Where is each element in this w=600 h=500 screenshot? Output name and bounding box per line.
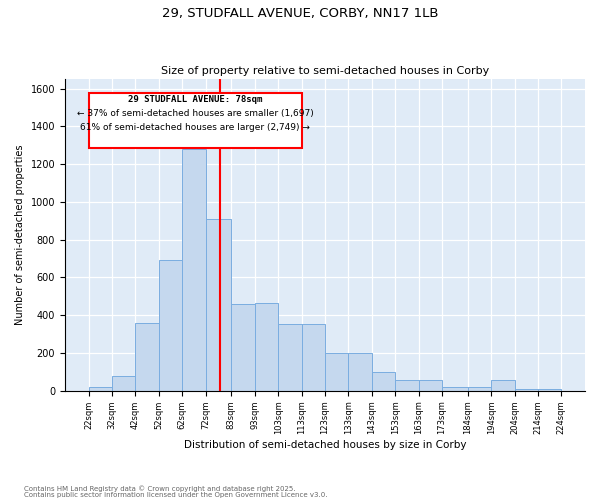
Bar [232,304,255,391]
Bar [372,372,395,391]
Bar [159,260,182,391]
Y-axis label: Number of semi-detached properties: Number of semi-detached properties [15,144,25,325]
Bar [325,353,349,391]
Text: ← 37% of semi-detached houses are smaller (1,697): ← 37% of semi-detached houses are smalle… [77,109,313,118]
Text: 61% of semi-detached houses are larger (2,749) →: 61% of semi-detached houses are larger (… [80,124,310,132]
Bar [538,389,562,391]
FancyBboxPatch shape [89,93,302,148]
Bar [515,389,538,391]
Text: 29, STUDFALL AVENUE, CORBY, NN17 1LB: 29, STUDFALL AVENUE, CORBY, NN17 1LB [162,8,438,20]
X-axis label: Distribution of semi-detached houses by size in Corby: Distribution of semi-detached houses by … [184,440,466,450]
Bar [255,303,278,391]
Bar [419,380,442,391]
Bar [302,324,325,391]
Bar [136,323,159,391]
Bar [89,387,112,391]
Bar [182,149,206,391]
Bar [442,387,468,391]
Bar [206,219,232,391]
Bar [491,380,515,391]
Bar [112,376,136,391]
Title: Size of property relative to semi-detached houses in Corby: Size of property relative to semi-detach… [161,66,489,76]
Bar [468,387,491,391]
Text: Contains HM Land Registry data © Crown copyright and database right 2025.
Contai: Contains HM Land Registry data © Crown c… [24,485,328,498]
Bar [395,380,419,391]
Bar [349,353,372,391]
Text: 29 STUDFALL AVENUE: 78sqm: 29 STUDFALL AVENUE: 78sqm [128,94,262,104]
Bar [278,324,302,391]
